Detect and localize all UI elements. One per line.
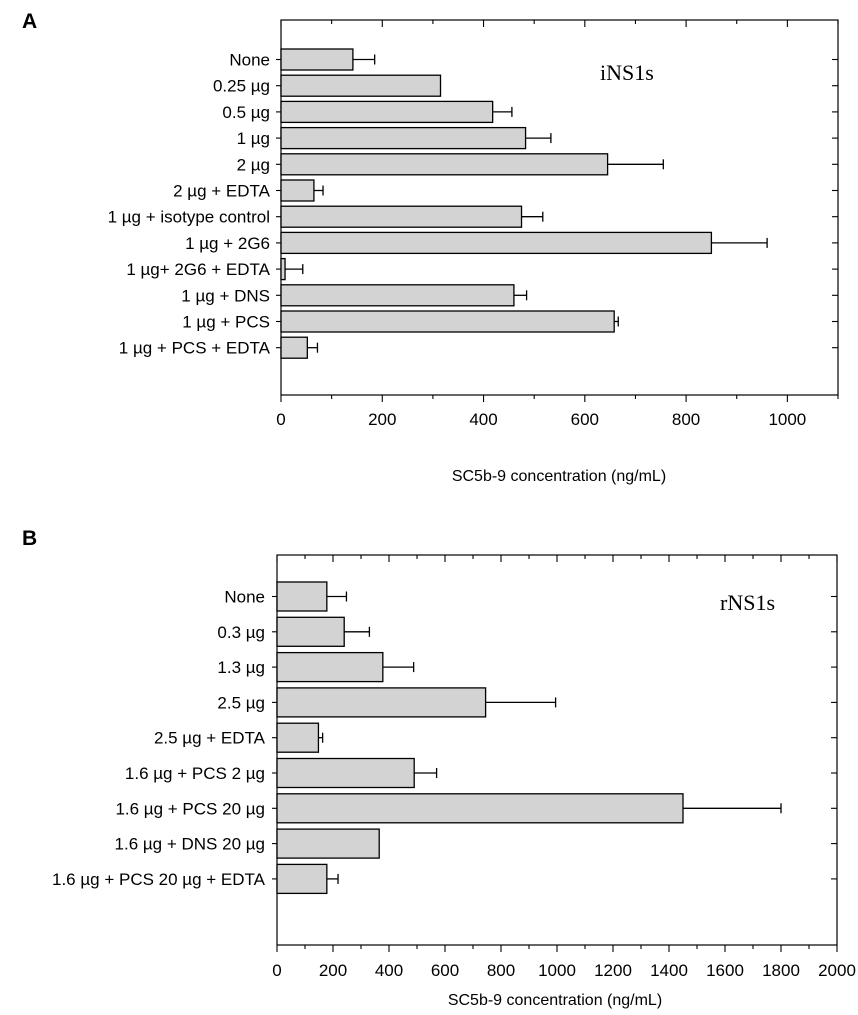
panel-a-ticks (276, 20, 839, 402)
bar (276, 616, 345, 647)
x-tick-label: 1600 (706, 961, 744, 980)
x-tick-label: 1400 (650, 961, 688, 980)
bar (280, 179, 315, 202)
bar (276, 651, 384, 683)
panel-a-annotation: iNS1s (600, 60, 654, 85)
panel-a-bars (280, 48, 768, 359)
category-label: 1 µg + PCS + EDTA (119, 339, 271, 358)
category-label: 1 µg + DNS (181, 286, 270, 305)
category-label: 1 µg + 2G6 (185, 234, 270, 253)
category-label: 2 µg (237, 155, 270, 174)
bar (280, 100, 494, 124)
panel-b: B rNS1s None 0.3 µg 1.3 µg 2.5 µg 2.5 µg + E… (22, 527, 856, 1009)
x-tick-label: 600 (431, 961, 459, 980)
x-tick-label: 800 (487, 961, 515, 980)
x-tick-label: 400 (375, 961, 403, 980)
panel-a-label: A (22, 10, 37, 33)
panel-b-x-axis-title: SC5b-9 concentration (ng/mL) (448, 992, 662, 1009)
bar (280, 257, 286, 281)
x-tick-label: 2000 (818, 961, 856, 980)
bar (280, 48, 354, 71)
category-label: 1 µg+ 2G6 + EDTA (126, 260, 270, 279)
panel-a-x-axis-title: SC5b-9 concentration (ng/mL) (452, 468, 666, 485)
x-tick-label: 1000 (768, 410, 806, 429)
category-label: None (224, 588, 265, 607)
panel-b-category-labels: None 0.3 µg 1.3 µg 2.5 µg 2.5 µg + EDTA 1.6 µ… (52, 588, 266, 889)
bar (280, 153, 609, 176)
category-label: 1.6 µg + PCS 20 µg + EDTA (52, 870, 266, 889)
category-label: 1.6 µg + DNS 20 µg (115, 835, 265, 854)
category-label: 2.5 µg + EDTA (154, 729, 266, 748)
bar (280, 310, 615, 333)
x-tick-label: 800 (672, 410, 700, 429)
bar (276, 793, 684, 824)
bar (280, 284, 515, 307)
category-label: 0.5 µg (222, 103, 270, 122)
panel-b-bars (276, 581, 782, 895)
category-label: 1 µg + PCS (182, 313, 270, 332)
bar (280, 74, 442, 97)
category-label: 2 µg + EDTA (173, 182, 271, 201)
panel-b-ticks (272, 555, 838, 952)
bar (276, 757, 415, 789)
x-tick-label: 1800 (762, 961, 800, 980)
bar (276, 828, 380, 859)
x-tick-label: 400 (469, 410, 497, 429)
x-tick-label: 1000 (538, 961, 576, 980)
panel-a-x-tick-labels: 0 200 400 600 800 1000 (276, 410, 806, 429)
bar (280, 231, 713, 255)
category-label: None (229, 51, 270, 70)
category-label: 2.5 µg (217, 693, 265, 712)
category-label: 1.6 µg + PCS 2 µg (125, 764, 265, 783)
bar (276, 581, 328, 612)
panel-a-category-labels: None 0.25 µg 0.5 µg 1 µg 2 µg 2 µg + EDTA 1 µg… (108, 51, 271, 358)
panel-a: A iNS1s None 0.25 µg 0.5 µg 1 µg 2 µg 2 µg + … (22, 10, 839, 485)
x-tick-label: 1200 (594, 961, 632, 980)
x-tick-label: 0 (272, 961, 281, 980)
category-label: 0.25 µg (213, 77, 270, 96)
panel-b-x-tick-labels: 0 200 400 600 800 1000 1200 1400 1600 1800 2000 (272, 961, 856, 980)
x-tick-label: 0 (276, 410, 285, 429)
bar (276, 722, 320, 753)
bar (280, 205, 523, 228)
bar (280, 336, 308, 359)
category-label: 1.6 µg + PCS 20 µg (115, 799, 265, 818)
x-tick-label: 200 (319, 961, 347, 980)
bar (280, 126, 527, 150)
category-label: 0.3 µg (217, 623, 265, 642)
x-tick-label: 200 (368, 410, 396, 429)
category-label: 1 µg (237, 129, 270, 148)
x-tick-label: 600 (571, 410, 599, 429)
bar (276, 863, 328, 895)
panel-b-label: B (22, 527, 37, 550)
category-label: 1.3 µg (217, 658, 265, 677)
panel-b-annotation: rNS1s (720, 590, 775, 615)
bar (276, 687, 487, 718)
category-label: 1 µg + isotype control (108, 208, 270, 227)
